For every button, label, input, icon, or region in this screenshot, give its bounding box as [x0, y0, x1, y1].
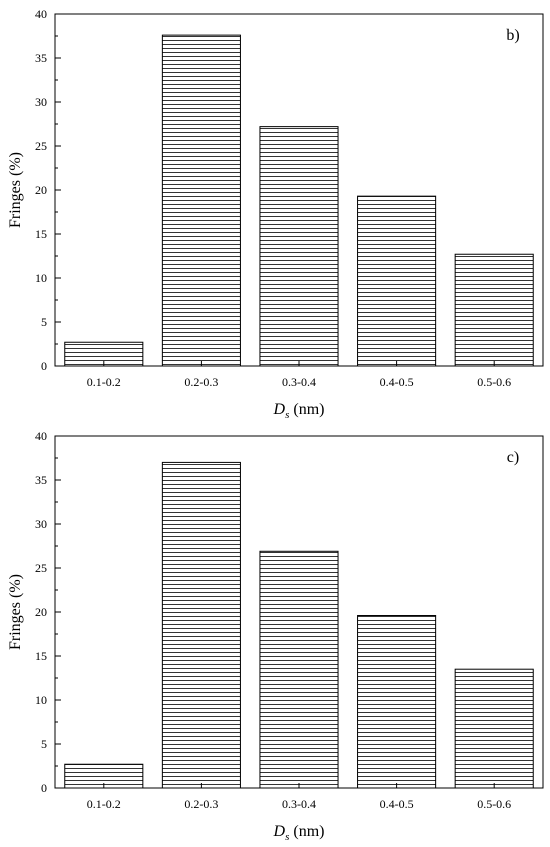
bar-0.4-0.5: [357, 195, 437, 367]
bar-0.5-0.6: [454, 668, 534, 789]
bar-0.2-0.3: [161, 34, 241, 367]
x-tick-label: 0.4-0.5: [380, 375, 414, 389]
bar-0.5-0.6: [454, 253, 534, 367]
bar-0.2-0.3: [161, 461, 241, 789]
x-axis-title-subscript: s: [285, 831, 289, 843]
panel-label: b): [506, 27, 519, 44]
y-tick-label: 25: [35, 139, 47, 153]
y-tick-label: 35: [35, 473, 47, 487]
x-tick-label: 0.5-0.6: [477, 375, 511, 389]
y-tick-label: 20: [35, 605, 47, 619]
chart-panel-b: 0 5 10 15 20 25 30 35 40 0.1-0.2 0.2-0.3 0.3-0.4 0.4…: [7, 7, 544, 421]
bar-0.3-0.4: [259, 550, 339, 789]
y-tick-label: 40: [35, 7, 47, 21]
y-tick-label: 0: [41, 781, 47, 795]
x-tick-label: 0.5-0.6: [477, 797, 511, 811]
y-axis-title: Fringes (%): [7, 574, 24, 650]
y-tick-label: 10: [35, 271, 47, 285]
x-axis-title: Ds (nm): [273, 401, 325, 421]
x-axis-title-unit: (nm): [289, 823, 324, 840]
y-tick-label: 20: [35, 183, 47, 197]
x-axis-title-symbol: D: [273, 823, 286, 840]
x-tick-label: 0.1-0.2: [87, 375, 121, 389]
x-tick-label: 0.1-0.2: [87, 797, 121, 811]
y-tick-label: 30: [35, 95, 47, 109]
bar-0.4-0.5: [357, 615, 437, 789]
y-tick-label: 5: [41, 737, 47, 751]
y-tick-label: 25: [35, 561, 47, 575]
chart-panel-c: 0 5 10 15 20 25 30 35 40 0.1-0.2 0.2-0.3 0.3-0.4 0.4…: [7, 429, 544, 843]
y-tick-label: 30: [35, 517, 47, 531]
x-tick-label: 0.4-0.5: [380, 797, 414, 811]
x-axis-title: Ds (nm): [273, 823, 325, 843]
y-tick-label: 10: [35, 693, 47, 707]
x-tick-label: 0.2-0.3: [184, 375, 218, 389]
x-axis-title-symbol: D: [273, 401, 286, 418]
y-tick-label: 5: [41, 315, 47, 329]
x-tick-label: 0.3-0.4: [282, 375, 316, 389]
x-axis-title-unit: (nm): [289, 401, 324, 418]
y-tick-label: 35: [35, 51, 47, 65]
x-tick-label: 0.2-0.3: [184, 797, 218, 811]
y-tick-label: 0: [41, 359, 47, 373]
y-tick-label: 40: [35, 429, 47, 443]
panel-label: c): [507, 449, 519, 466]
bar-0.3-0.4: [259, 126, 339, 367]
x-tick-label: 0.3-0.4: [282, 797, 316, 811]
x-axis-title-subscript: s: [285, 409, 289, 421]
y-axis-title: Fringes (%): [7, 152, 24, 228]
y-tick-label: 15: [35, 649, 47, 663]
y-tick-label: 15: [35, 227, 47, 241]
